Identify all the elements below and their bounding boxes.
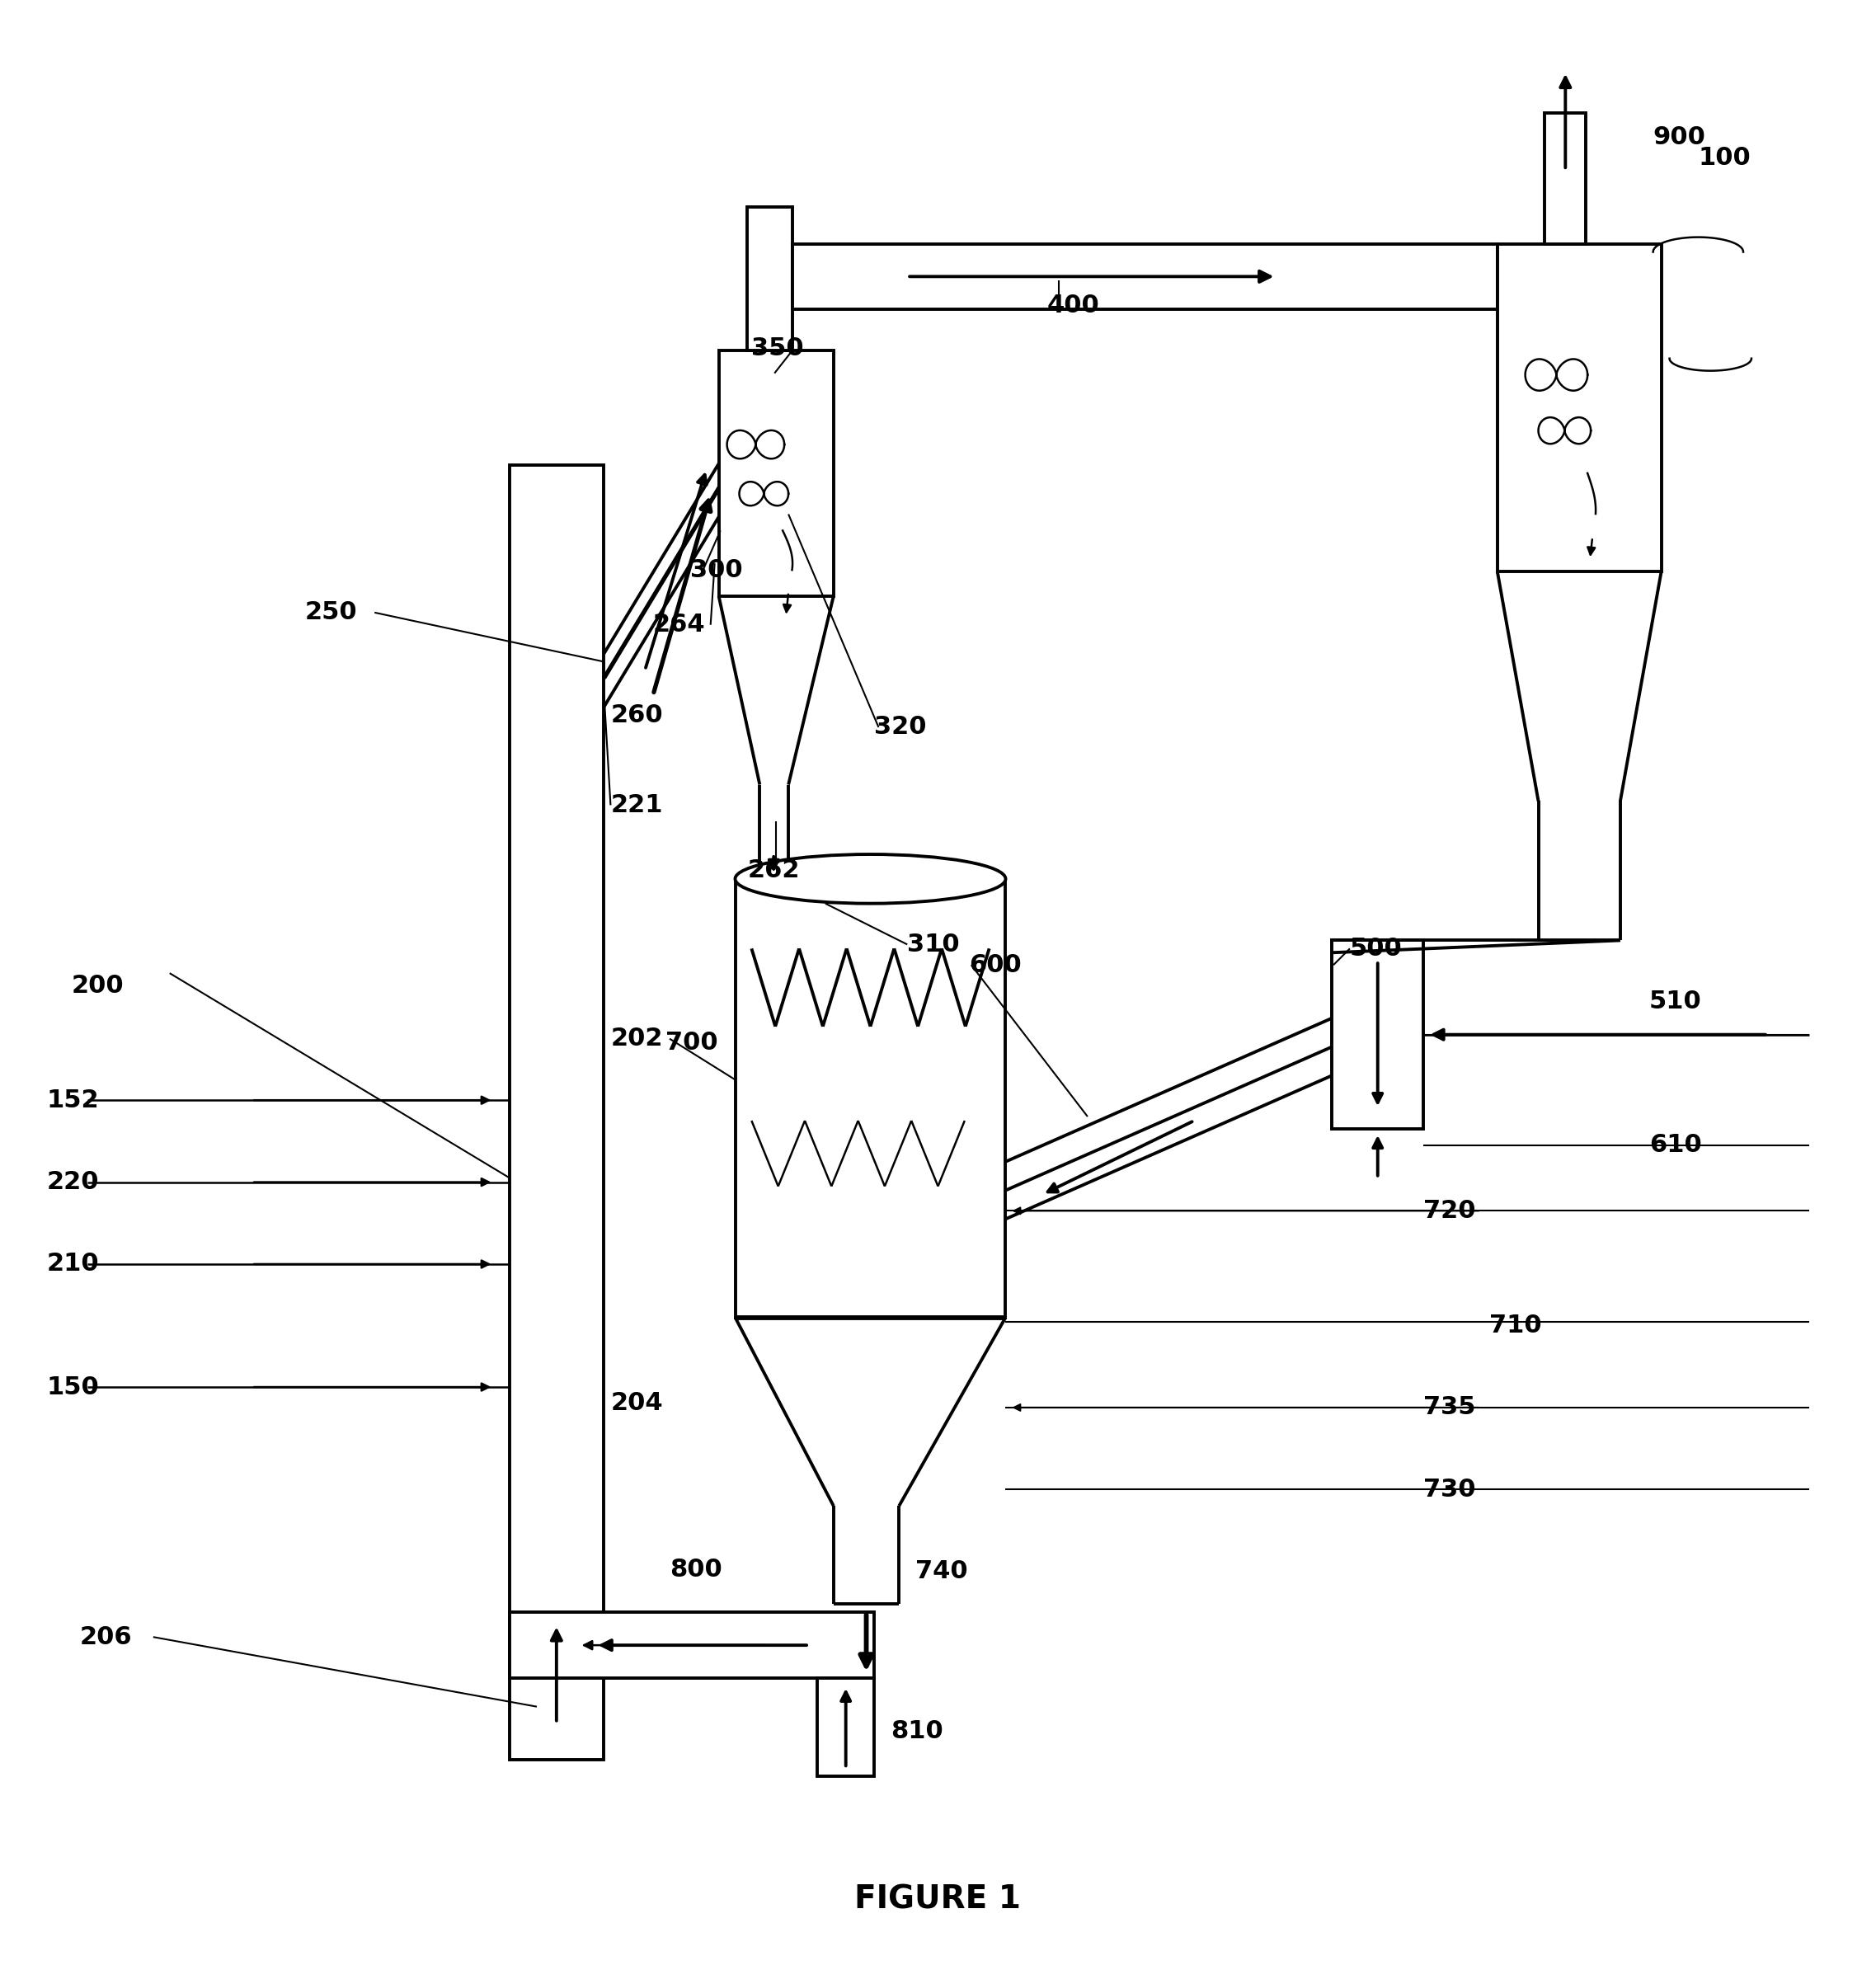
Text: 740: 740 (915, 1559, 968, 1583)
Bar (510, 464, 604, 1760)
Text: 152: 152 (47, 1089, 99, 1113)
Text: FIGURE 1: FIGURE 1 (854, 1883, 1021, 1915)
Text: 600: 600 (968, 952, 1021, 976)
Text: 610: 610 (1649, 1133, 1702, 1157)
Text: 800: 800 (670, 1557, 722, 1581)
Text: 202: 202 (610, 1028, 662, 1052)
Text: 210: 210 (47, 1252, 99, 1276)
Text: 400: 400 (1047, 294, 1099, 317)
Text: 300: 300 (690, 558, 743, 581)
Text: 206: 206 (79, 1625, 131, 1649)
Text: 200: 200 (71, 974, 124, 998)
Text: 510: 510 (1649, 990, 1702, 1014)
Text: 250: 250 (306, 601, 356, 625)
Bar (818, 1678, 874, 1776)
Text: 900: 900 (1653, 125, 1705, 149)
Bar (719, 351, 833, 595)
Text: 730: 730 (1424, 1478, 1476, 1502)
Text: 710: 710 (1490, 1313, 1542, 1337)
Bar (792, 244, 1497, 310)
Bar (510, 1613, 874, 1678)
Text: 700: 700 (666, 1032, 719, 1055)
Bar (1497, 244, 1662, 571)
Text: 262: 262 (747, 859, 799, 883)
Text: 310: 310 (908, 932, 961, 956)
Text: 500: 500 (1351, 936, 1403, 960)
Text: 260: 260 (610, 702, 662, 726)
Text: 100: 100 (1698, 145, 1750, 171)
Text: 220: 220 (47, 1171, 99, 1194)
Text: 810: 810 (891, 1720, 944, 1744)
Bar (1546, 113, 1585, 244)
Bar (1332, 940, 1424, 1129)
Text: 150: 150 (47, 1375, 99, 1399)
Text: 204: 204 (610, 1391, 662, 1415)
Text: 320: 320 (874, 716, 927, 740)
Text: 264: 264 (653, 613, 705, 637)
Text: 720: 720 (1424, 1198, 1476, 1222)
Text: 221: 221 (610, 794, 662, 817)
Bar (747, 206, 792, 351)
Ellipse shape (735, 855, 1006, 903)
Text: 350: 350 (752, 337, 805, 361)
Bar (735, 879, 1006, 1317)
Text: 735: 735 (1424, 1395, 1476, 1419)
